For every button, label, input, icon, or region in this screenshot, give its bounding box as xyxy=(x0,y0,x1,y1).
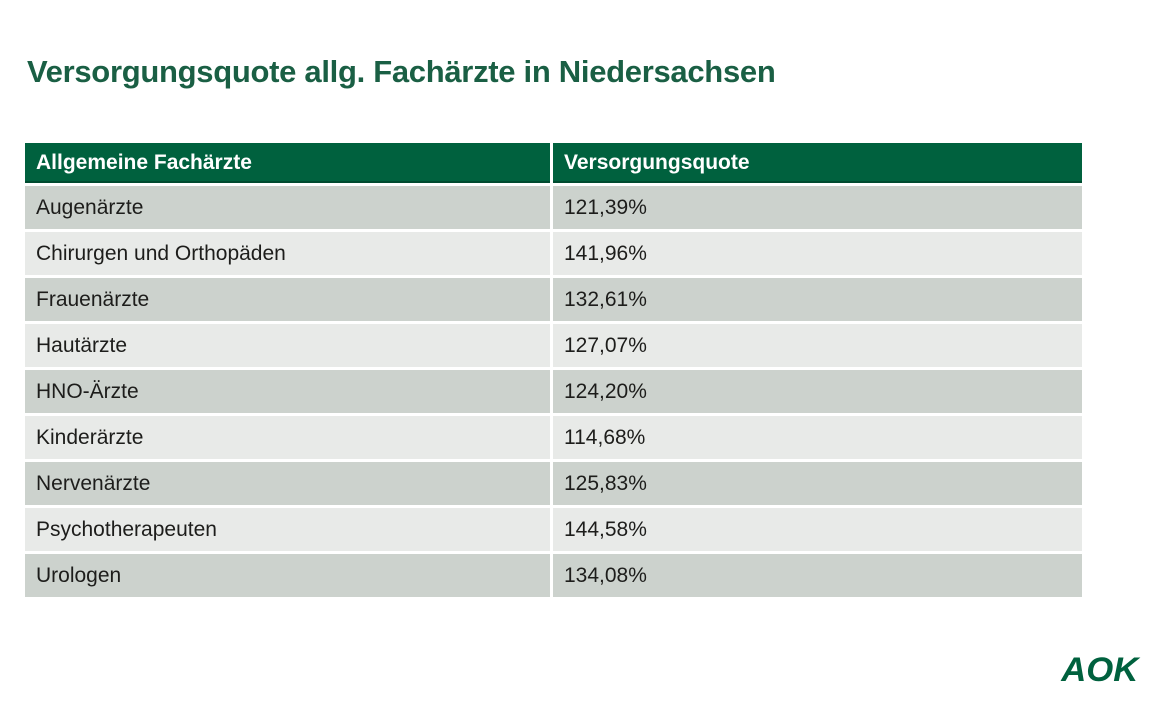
row-label: Nervenärzte xyxy=(25,462,550,505)
row-label: Hautärzte xyxy=(25,324,550,367)
page-title: Versorgungsquote allg. Fachärzte in Nied… xyxy=(27,54,776,89)
row-label: Frauenärzte xyxy=(25,278,550,321)
header-cell-quota: Versorgungsquote xyxy=(553,143,1082,183)
row-value: 144,58% xyxy=(553,508,1082,551)
row-label: Chirurgen und Orthopäden xyxy=(25,232,550,275)
row-label: Psychotherapeuten xyxy=(25,508,550,551)
row-value: 134,08% xyxy=(553,554,1082,597)
aok-logo: AOK xyxy=(1061,651,1139,689)
row-label: Urologen xyxy=(25,554,550,597)
row-label: HNO-Ärzte xyxy=(25,370,550,413)
header-cell-specialty: Allgemeine Fachärzte xyxy=(25,143,550,183)
row-value: 114,68% xyxy=(553,416,1082,459)
row-value: 125,83% xyxy=(553,462,1082,505)
row-value: 124,20% xyxy=(553,370,1082,413)
row-value: 127,07% xyxy=(553,324,1082,367)
row-value: 121,39% xyxy=(553,186,1082,229)
row-label: Augenärzte xyxy=(25,186,550,229)
row-label: Kinderärzte xyxy=(25,416,550,459)
row-value: 141,96% xyxy=(553,232,1082,275)
row-value: 132,61% xyxy=(553,278,1082,321)
supply-quota-table: Allgemeine Fachärzte Versorgungsquote Au… xyxy=(25,143,1082,597)
